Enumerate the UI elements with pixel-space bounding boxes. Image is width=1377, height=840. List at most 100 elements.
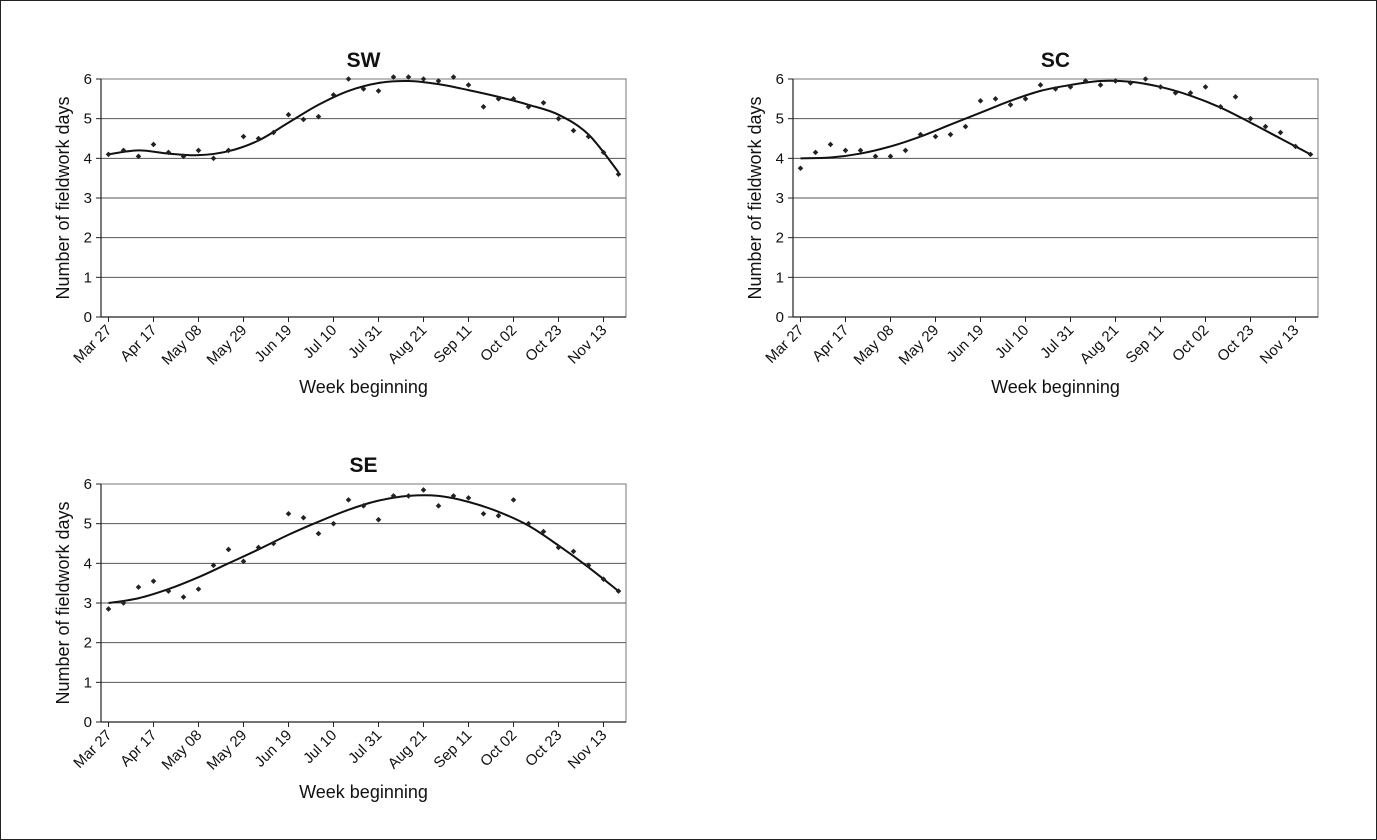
data-point: [135, 584, 142, 590]
data-point: [285, 510, 292, 517]
y-tick-label: 5: [84, 516, 92, 533]
data-point: [240, 558, 247, 565]
x-tick-label: Sep 11: [430, 322, 475, 367]
x-tick-label: Sep 11: [1122, 322, 1167, 367]
data-point: [195, 586, 202, 592]
data-point: [495, 512, 502, 519]
data-point: [1142, 76, 1149, 82]
data-point: [615, 588, 622, 594]
x-tick-label: Aug 21: [385, 322, 431, 368]
x-axis-label: Week beginning: [299, 782, 428, 802]
x-tick-label: May 08: [159, 727, 206, 774]
x-tick-label: Apr 17: [117, 727, 160, 770]
data-point: [240, 133, 247, 140]
trend-line: [800, 79, 1311, 160]
x-tick-label: Oct 23: [1214, 322, 1257, 365]
data-point: [345, 497, 352, 503]
data-point: [1262, 123, 1269, 130]
chart-title: SE: [349, 454, 377, 477]
data-point: [1187, 90, 1194, 96]
data-point: [375, 88, 382, 94]
x-tick-label: Aug 21: [385, 727, 431, 773]
y-tick-label: 1: [776, 269, 784, 286]
x-tick-label: Jul 31: [345, 322, 385, 362]
data-point: [525, 520, 532, 527]
data-point: [165, 149, 172, 156]
x-tick-label: May 29: [896, 322, 943, 369]
x-tick-label: Jul 10: [992, 322, 1032, 362]
data-point: [330, 92, 337, 98]
y-tick-label: 5: [776, 111, 784, 128]
data-point: [1172, 90, 1179, 96]
chart-title: SW: [347, 49, 381, 72]
data-point: [1112, 78, 1119, 84]
data-point: [405, 74, 412, 80]
data-point: [210, 562, 217, 569]
x-tick-label: Jun 19: [251, 727, 295, 771]
y-tick-label: 5: [84, 111, 92, 128]
data-point: [225, 546, 232, 553]
data-point: [1247, 115, 1254, 122]
data-point: [435, 78, 442, 84]
data-point: [180, 594, 187, 600]
x-tick-label: Mar 27: [70, 322, 115, 367]
y-tick-label: 3: [84, 595, 92, 612]
x-axis-label: Week beginning: [299, 377, 428, 397]
y-tick-label: 3: [84, 190, 92, 207]
data-point: [405, 493, 412, 499]
data-point: [150, 578, 157, 584]
x-tick-label: May 29: [204, 322, 251, 369]
data-point: [375, 516, 382, 523]
x-tick-label: Apr 17: [809, 322, 852, 365]
data-point: [1037, 82, 1044, 88]
x-tick-label: May 08: [159, 322, 206, 369]
data-point: [465, 495, 472, 501]
data-point: [480, 510, 487, 517]
data-point: [842, 147, 849, 154]
data-point: [962, 123, 969, 130]
y-tick-label: 4: [776, 150, 784, 167]
data-point: [585, 133, 592, 140]
x-tick-label: Aug 21: [1077, 322, 1123, 368]
data-point: [495, 96, 502, 102]
data-point: [1277, 129, 1284, 136]
x-tick-label: Mar 27: [70, 727, 115, 772]
data-point: [300, 116, 307, 123]
data-point: [450, 493, 457, 499]
y-axis-label: Number of fieldwork days: [53, 96, 73, 299]
data-point: [390, 74, 397, 80]
y-tick-label: 2: [84, 230, 92, 247]
x-tick-label: Oct 02: [477, 727, 520, 770]
data-point: [555, 115, 562, 122]
data-point: [540, 100, 547, 106]
data-point: [615, 171, 622, 177]
x-tick-label: Jul 31: [1037, 322, 1077, 362]
data-point: [510, 497, 517, 503]
data-point: [1097, 82, 1104, 88]
y-tick-label: 6: [84, 71, 92, 88]
data-point: [1082, 78, 1089, 84]
data-point: [585, 562, 592, 569]
y-tick-label: 0: [84, 714, 92, 731]
y-tick-label: 4: [84, 150, 92, 167]
data-point: [480, 103, 487, 110]
y-tick-label: 4: [84, 555, 92, 572]
data-point: [1067, 84, 1074, 90]
data-point: [812, 149, 819, 156]
x-tick-label: Jul 31: [345, 727, 385, 767]
y-tick-label: 6: [84, 476, 92, 493]
y-tick-label: 6: [776, 71, 784, 88]
x-tick-label: May 29: [204, 727, 251, 774]
data-point: [977, 98, 984, 104]
x-tick-label: Oct 02: [1169, 322, 1212, 365]
data-point: [195, 147, 202, 154]
data-point: [600, 576, 607, 582]
data-point: [525, 103, 532, 110]
data-point: [1052, 86, 1059, 92]
data-point: [285, 111, 292, 118]
data-point: [600, 149, 607, 156]
